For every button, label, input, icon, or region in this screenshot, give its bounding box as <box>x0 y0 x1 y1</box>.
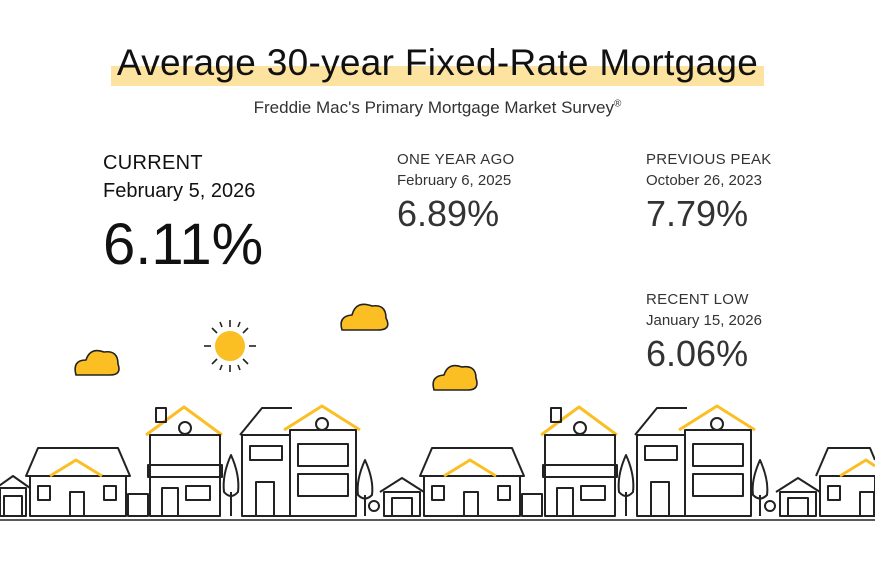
garage-icon <box>764 477 821 517</box>
cloud-icon <box>432 364 478 391</box>
house-icon <box>521 405 618 517</box>
one-year-ago-block: ONE YEAR AGO February 6, 2025 6.89% <box>397 151 515 235</box>
house-icon <box>0 475 31 517</box>
cloud-icon <box>74 349 120 376</box>
recent-low-block: RECENT LOW January 15, 2026 6.06% <box>646 291 762 375</box>
house-icon <box>127 405 223 517</box>
neighborhood-illustration <box>0 303 875 521</box>
subtitle: Freddie Mac's Primary Mortgage Market Su… <box>0 98 875 118</box>
previous-peak-value: 7.79% <box>646 193 749 234</box>
garage-icon <box>368 477 425 517</box>
title-block: Average 30-year Fixed-Rate Mortgage <box>0 42 875 86</box>
recent-low-label: RECENT LOW <box>646 291 749 308</box>
current-label: CURRENT <box>103 152 203 174</box>
recent-low-date: January 15, 2026 <box>646 312 762 329</box>
one-year-ago-label: ONE YEAR AGO <box>397 151 515 168</box>
tree-icon <box>617 454 635 516</box>
house-icon <box>239 404 361 517</box>
previous-peak-label: PREVIOUS PEAK <box>646 151 772 168</box>
one-year-ago-value: 6.89% <box>397 193 500 234</box>
previous-peak-block: PREVIOUS PEAK October 26, 2023 7.79% <box>646 151 772 235</box>
current-value: 6.11% <box>103 212 264 277</box>
cloud-icon <box>340 303 389 331</box>
page-title-text: Average 30-year Fixed-Rate Mortgage <box>116 42 759 83</box>
previous-peak-date: October 26, 2023 <box>646 172 762 189</box>
one-year-ago-date: February 6, 2025 <box>397 172 512 189</box>
house-icon <box>25 447 131 517</box>
tree-icon <box>356 459 374 516</box>
house-icon <box>634 404 756 517</box>
registered-mark: ® <box>613 98 622 110</box>
tree-icon <box>751 459 769 516</box>
subtitle-text: Freddie Mac's Primary Mortgage Market Su… <box>253 98 614 117</box>
current-rate-block: CURRENT February 5, 2026 6.11% <box>103 152 263 278</box>
page-title: Average 30-year Fixed-Rate Mortgage <box>110 42 765 86</box>
tree-icon <box>222 454 240 516</box>
house-icon <box>815 447 875 517</box>
recent-low-value: 6.06% <box>646 333 749 374</box>
sun-icon <box>204 320 256 372</box>
house-icon <box>419 447 525 517</box>
current-date: February 5, 2026 <box>103 180 256 202</box>
